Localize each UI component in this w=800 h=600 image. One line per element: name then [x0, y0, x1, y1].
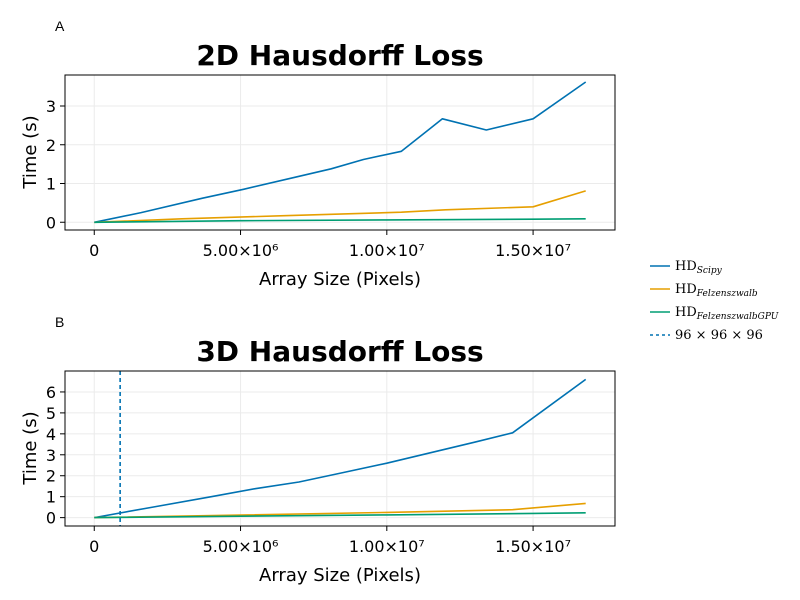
legend-sub-1: Felzenszwalb: [696, 289, 758, 299]
x-tick-label-2d-2: 1.00×10⁷: [349, 241, 425, 260]
y-tick-label-2d-3: 3: [46, 97, 56, 116]
legend-sub-2: FelzenszwalbGPU: [696, 312, 779, 322]
legend-main-1: HD: [675, 282, 697, 297]
plot-frame-3d: [64, 370, 616, 527]
x-tick-label-2d-3: 1.50×10⁷: [495, 241, 571, 260]
y-tick-label-2d-1: 1: [46, 175, 56, 194]
x-tick-label-2d-1: 5.00×10⁶: [203, 241, 279, 260]
panel-3d: B 3D Hausdorff Loss 0 5.00×10⁶ 1.00×10⁷ 1.5…: [20, 314, 616, 586]
panel-2d: A 2D Hausdorff Loss 0 5.00×10⁶ 1.00×10⁷ 1.5…: [20, 18, 616, 290]
legend-main-2: HD: [675, 305, 697, 320]
y-tick-label-3d-1: 1: [46, 488, 56, 507]
y-axis-label-3d: Time (s): [20, 411, 41, 485]
y-axis-label-2d: Time (s): [20, 115, 41, 189]
series-line-2d-1: [94, 190, 586, 224]
y-tick-label-3d-4: 4: [46, 425, 56, 444]
grid-3d: [65, 371, 615, 526]
legend-sub-0: Scipy: [697, 266, 723, 276]
y-tick-label-3d-5: 5: [46, 404, 56, 423]
y-tick-label-3d-6: 6: [46, 383, 56, 402]
y-tick-label-3d-2: 2: [46, 467, 56, 486]
series-line-2d-0: [94, 81, 587, 224]
chart-title-3d: 3D Hausdorff Loss: [196, 335, 483, 368]
x-tick-label-3d-0: 0: [89, 537, 99, 556]
x-axis-label-3d: Array Size (Pixels): [259, 565, 421, 586]
x-tick-label-3d-2: 1.00×10⁷: [349, 537, 425, 556]
x-tick-label-2d-0: 0: [89, 241, 99, 260]
series-2d: [94, 81, 587, 224]
panel-label-b: B: [55, 314, 64, 330]
plot-frame-2d: [64, 74, 616, 231]
chart-title-2d: 2D Hausdorff Loss: [196, 39, 483, 72]
ticks-2d: 0 5.00×10⁶ 1.00×10⁷ 1.50×10⁷ 0 1 2 3: [46, 97, 571, 260]
series-3d: [94, 371, 587, 526]
y-tick-label-2d-0: 0: [46, 213, 56, 232]
legend-main-3: 96 × 96 × 96: [675, 328, 763, 343]
y-tick-label-2d-2: 2: [46, 136, 56, 155]
legend-entry-3: 96 × 96 × 96: [675, 328, 763, 343]
series-line-3d-0: [94, 378, 587, 519]
x-tick-label-3d-1: 5.00×10⁶: [203, 537, 279, 556]
ticks-3d: 0 5.00×10⁶ 1.00×10⁷ 1.50×10⁷ 0 1 2 3 4 5 6: [46, 383, 571, 556]
y-tick-label-3d-3: 3: [46, 446, 56, 465]
legend-entry-1: HDFelzenszwalb: [675, 282, 758, 299]
x-axis-label-2d: Array Size (Pixels): [259, 269, 421, 290]
legend: HDScipyHDFelzenszwalbHDFelzenszwalbGPU96…: [650, 259, 779, 343]
series-line-3d-2: [94, 512, 586, 519]
legend-entry-2: HDFelzenszwalbGPU: [675, 305, 779, 322]
series-line-2d-2: [94, 218, 586, 224]
legend-entry-0: HDScipy: [675, 259, 723, 276]
y-tick-label-3d-0: 0: [46, 509, 56, 528]
legend-main-0: HD: [675, 259, 697, 274]
x-tick-label-3d-3: 1.50×10⁷: [495, 537, 571, 556]
panel-label-a: A: [55, 18, 65, 34]
